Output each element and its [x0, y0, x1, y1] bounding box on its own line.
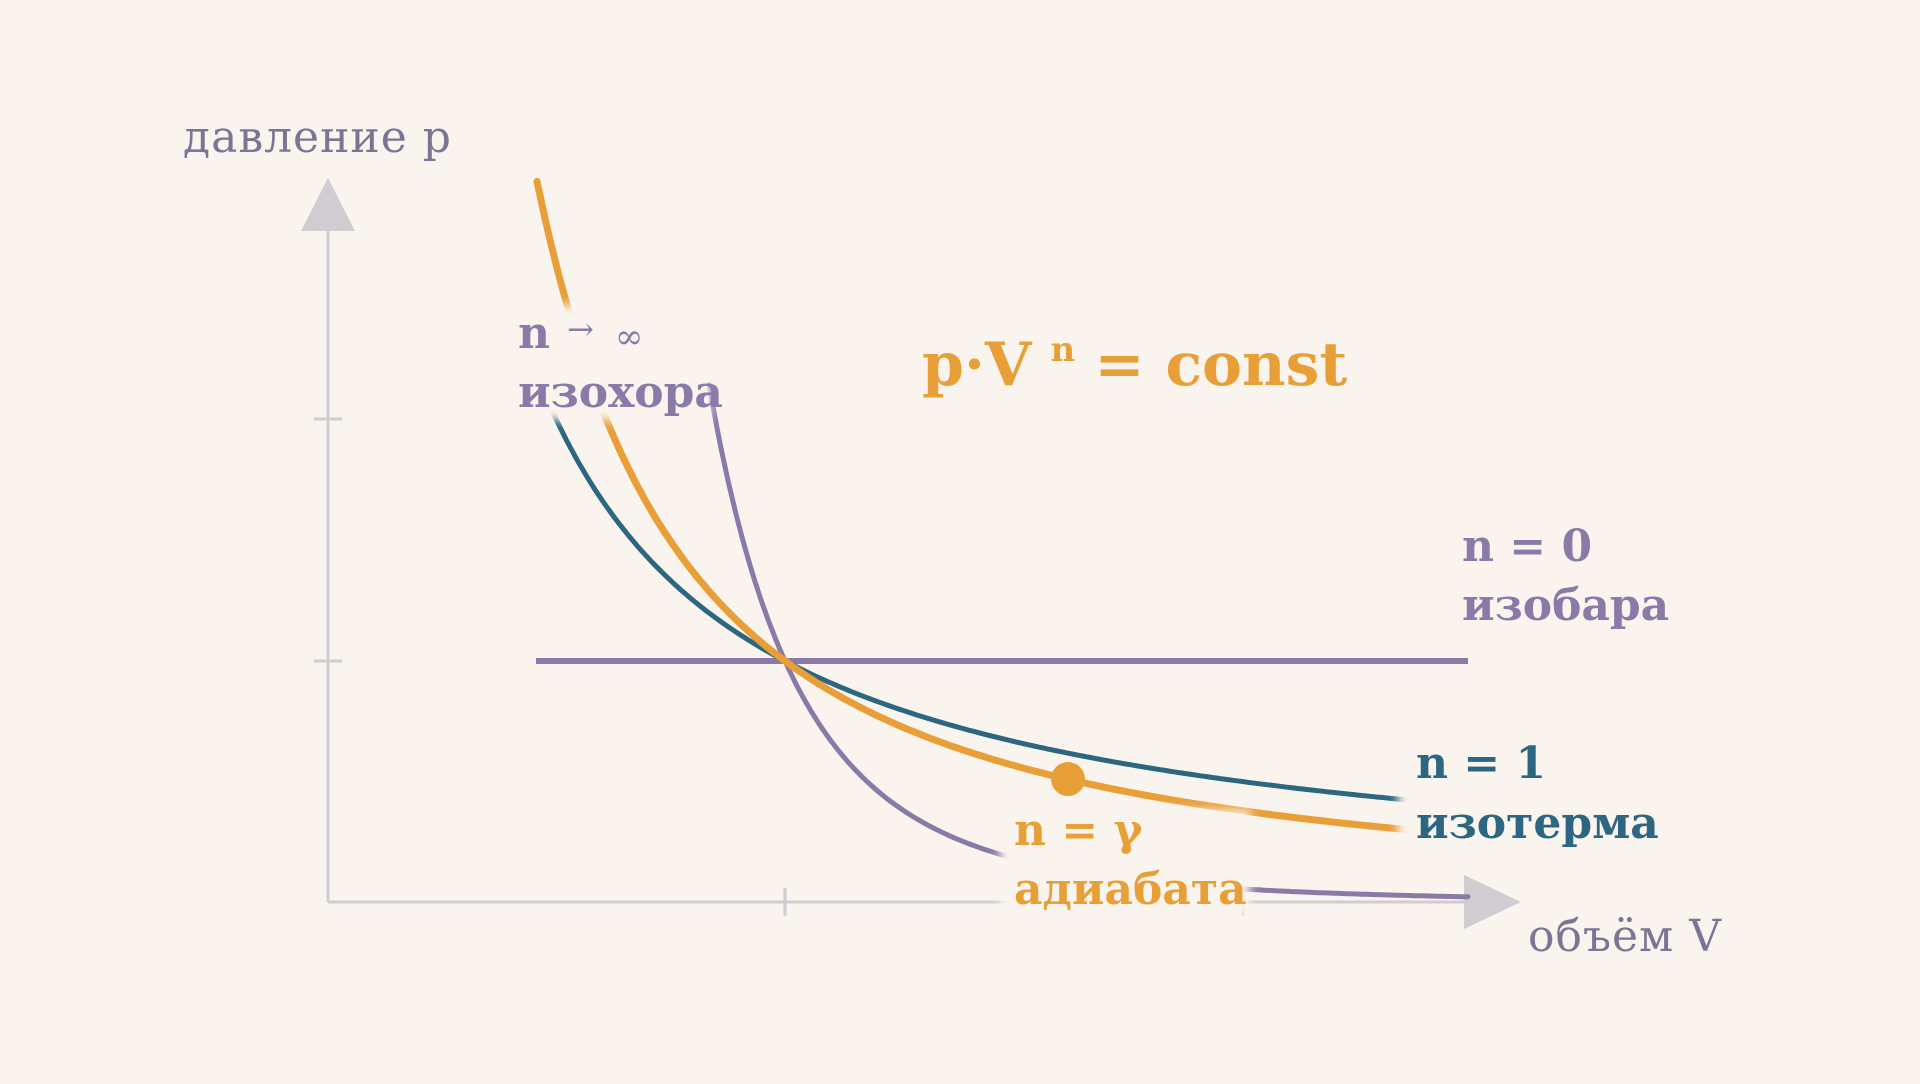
- adiabat-name: адиабата: [1014, 864, 1247, 915]
- isotherm-curve: [537, 380, 1408, 803]
- adiabat-curve: [533, 177, 1414, 834]
- formula-base: p·V: [922, 330, 1033, 400]
- infinity-symbol: ∞: [615, 317, 643, 357]
- adiabat-n: n = γ: [1014, 805, 1143, 856]
- adiabat-label: n = γ адиабата: [1014, 805, 1247, 915]
- isochore-n: n: [518, 308, 550, 359]
- y-axis-arrow: [301, 178, 355, 231]
- isobar-label: n = 0 изобара: [1462, 521, 1669, 631]
- isobar-n: n = 0: [1462, 521, 1592, 572]
- x-axis-arrow: [1464, 875, 1521, 929]
- svg-text:n → ∞: n → ∞: [518, 308, 643, 359]
- formula: p·V n = const: [922, 330, 1347, 400]
- isotherm-label: n = 1 изотерма: [1416, 738, 1659, 849]
- y-axis-label: давление p: [183, 112, 452, 163]
- axes: [301, 178, 1521, 929]
- arrow-icon: →: [567, 310, 594, 348]
- isotherm-n: n = 1: [1416, 738, 1546, 789]
- isotherm-name: изотерма: [1416, 798, 1659, 849]
- label-halos: [510, 305, 1668, 915]
- isobar-name: изобара: [1462, 580, 1669, 631]
- isochore-name: изохора: [518, 367, 723, 418]
- x-axis-label: объём V: [1528, 911, 1722, 962]
- formula-rest: = const: [1094, 330, 1347, 400]
- isochore-label: n → ∞ изохора: [518, 308, 723, 418]
- formula-exponent: n: [1051, 330, 1076, 370]
- adiabat-point: [1051, 762, 1085, 796]
